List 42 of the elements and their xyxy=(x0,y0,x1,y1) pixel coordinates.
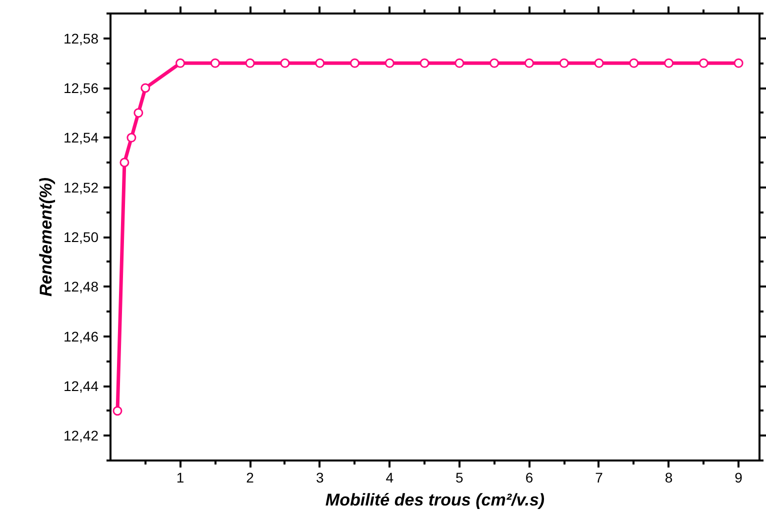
y-tick-label: 12,50 xyxy=(63,229,99,245)
point xyxy=(734,58,744,68)
point xyxy=(629,58,639,68)
point xyxy=(315,58,325,68)
point xyxy=(664,58,674,68)
point xyxy=(490,58,500,68)
x-axis-title: Mobilité des trous (cm²/v.s) xyxy=(325,490,545,510)
y-axis-title: Rendement(%) xyxy=(36,177,56,297)
point xyxy=(594,58,604,68)
y-tick-label: 12,44 xyxy=(63,378,99,394)
point xyxy=(420,58,430,68)
point xyxy=(698,58,708,68)
x-tick-label: 3 xyxy=(316,470,324,486)
point xyxy=(454,58,464,68)
point xyxy=(559,58,569,68)
point xyxy=(524,58,534,68)
point xyxy=(384,58,394,68)
x-tick-label: 4 xyxy=(386,470,394,486)
x-tick-label: 2 xyxy=(246,470,254,486)
point xyxy=(126,132,136,142)
x-tick-label: 7 xyxy=(595,470,604,486)
point xyxy=(210,58,220,68)
point xyxy=(120,158,130,168)
point xyxy=(176,58,186,68)
point xyxy=(134,108,144,118)
point xyxy=(112,406,122,416)
point xyxy=(280,58,290,68)
y-tick-label: 12,54 xyxy=(63,130,99,146)
y-tick-label: 12,46 xyxy=(63,328,99,344)
point xyxy=(140,83,150,93)
point xyxy=(350,58,360,68)
point xyxy=(245,58,255,68)
y-tick-label: 12,58 xyxy=(63,30,99,46)
x-tick-label: 5 xyxy=(456,470,464,486)
y-tick-label: 12,52 xyxy=(63,179,99,196)
y-tick-label: 12,48 xyxy=(63,278,99,295)
x-tick-label: 9 xyxy=(734,470,743,486)
y-tick-label: 12,56 xyxy=(63,80,99,96)
x-tick-label: 8 xyxy=(664,470,673,486)
x-tick-label: 1 xyxy=(176,470,184,486)
x-tick-label: 6 xyxy=(525,470,534,486)
y-tick-label: 12,42 xyxy=(63,428,99,444)
